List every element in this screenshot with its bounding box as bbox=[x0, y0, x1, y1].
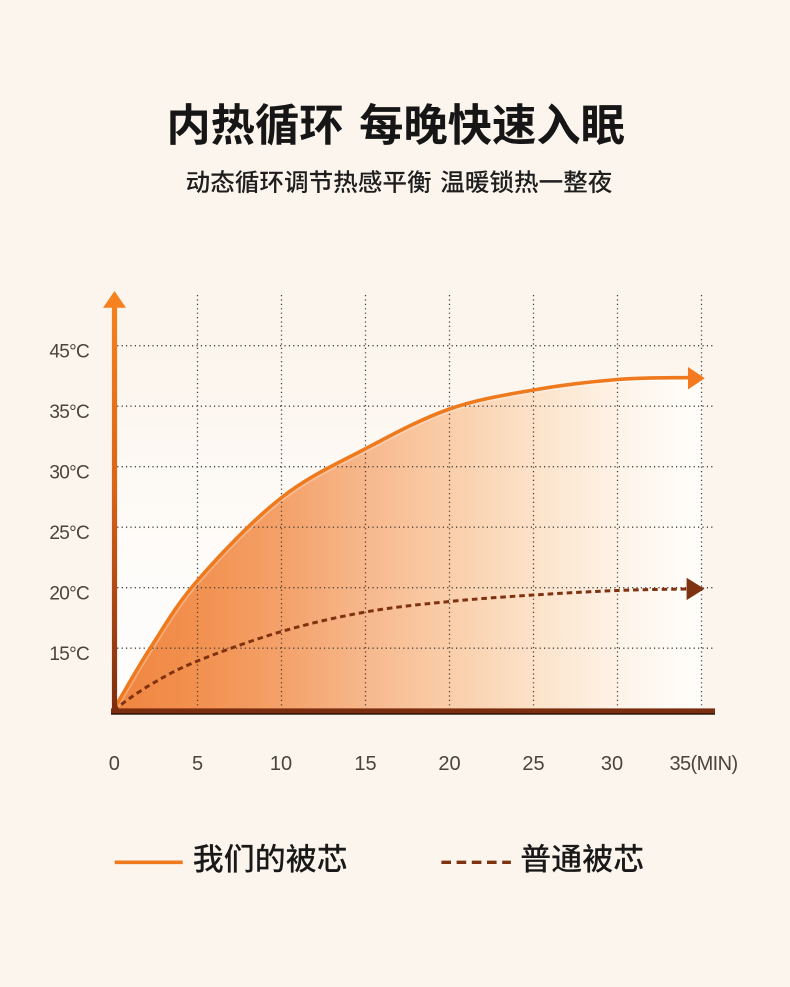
svg-text:25°C: 25°C bbox=[49, 523, 89, 544]
svg-text:0: 0 bbox=[109, 753, 120, 775]
svg-text:25: 25 bbox=[522, 753, 544, 775]
svg-text:5: 5 bbox=[192, 753, 203, 775]
svg-text:20: 20 bbox=[438, 753, 460, 775]
svg-text:30°C: 30°C bbox=[49, 463, 89, 484]
svg-text:45°C: 45°C bbox=[49, 342, 89, 363]
svg-text:15: 15 bbox=[354, 753, 376, 775]
svg-text:20°C: 20°C bbox=[49, 584, 89, 605]
svg-text:10: 10 bbox=[270, 753, 292, 775]
svg-text:35°C: 35°C bbox=[49, 402, 89, 423]
svg-text:30: 30 bbox=[601, 753, 623, 775]
svg-text:35(MIN): 35(MIN) bbox=[670, 753, 738, 775]
svg-text:15°C: 15°C bbox=[49, 644, 89, 665]
